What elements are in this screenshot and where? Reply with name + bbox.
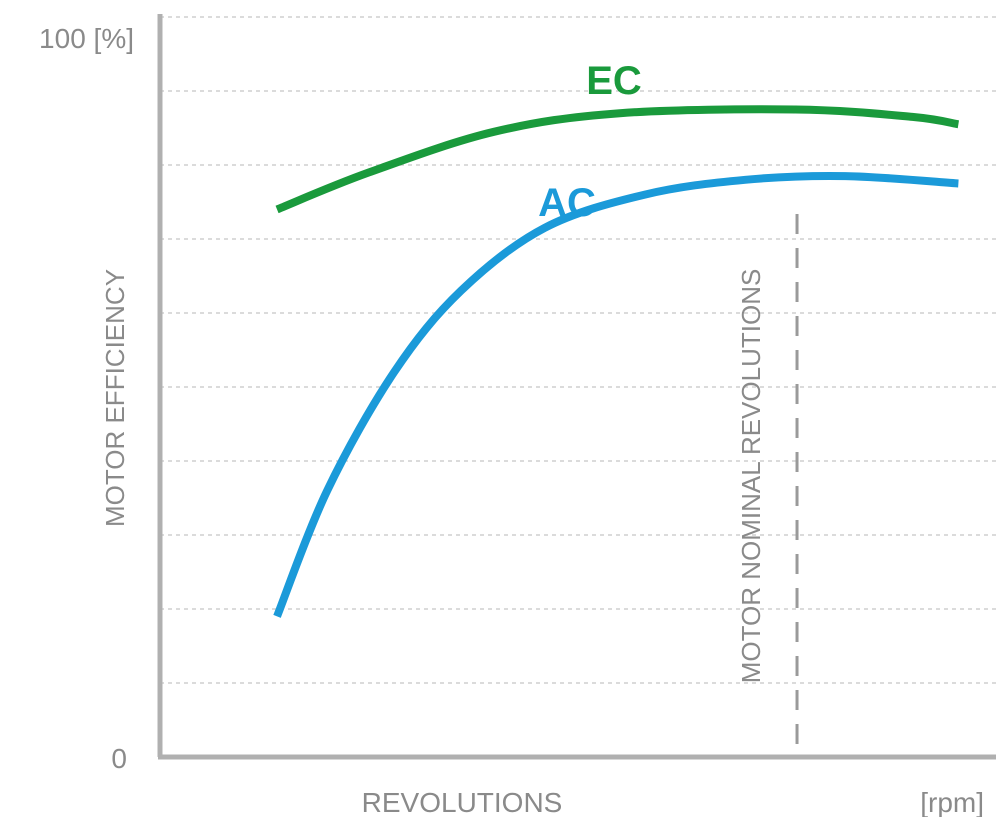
- series-group: EC AC: [273, 59, 960, 618]
- nominal-revolutions-marker: MOTOR NOMINAL REVOLUTIONS: [736, 214, 799, 751]
- series-label-ec: EC: [586, 59, 642, 103]
- y-axis-top-label: 100 [%]: [39, 23, 134, 54]
- y-axis-title: MOTOR EFFICIENCY: [100, 269, 130, 527]
- series-line-ac: [273, 171, 959, 618]
- x-axis-title: REVOLUTIONS: [362, 787, 563, 817]
- series-label-ac: AC: [538, 181, 596, 225]
- grid-lines: [160, 16, 996, 684]
- nominal-revolutions-label: MOTOR NOMINAL REVOLUTIONS: [736, 269, 766, 684]
- x-axis-unit: [rpm]: [920, 787, 984, 817]
- y-axis-bottom-label: 0: [111, 743, 127, 774]
- series-line-ec: [275, 105, 960, 214]
